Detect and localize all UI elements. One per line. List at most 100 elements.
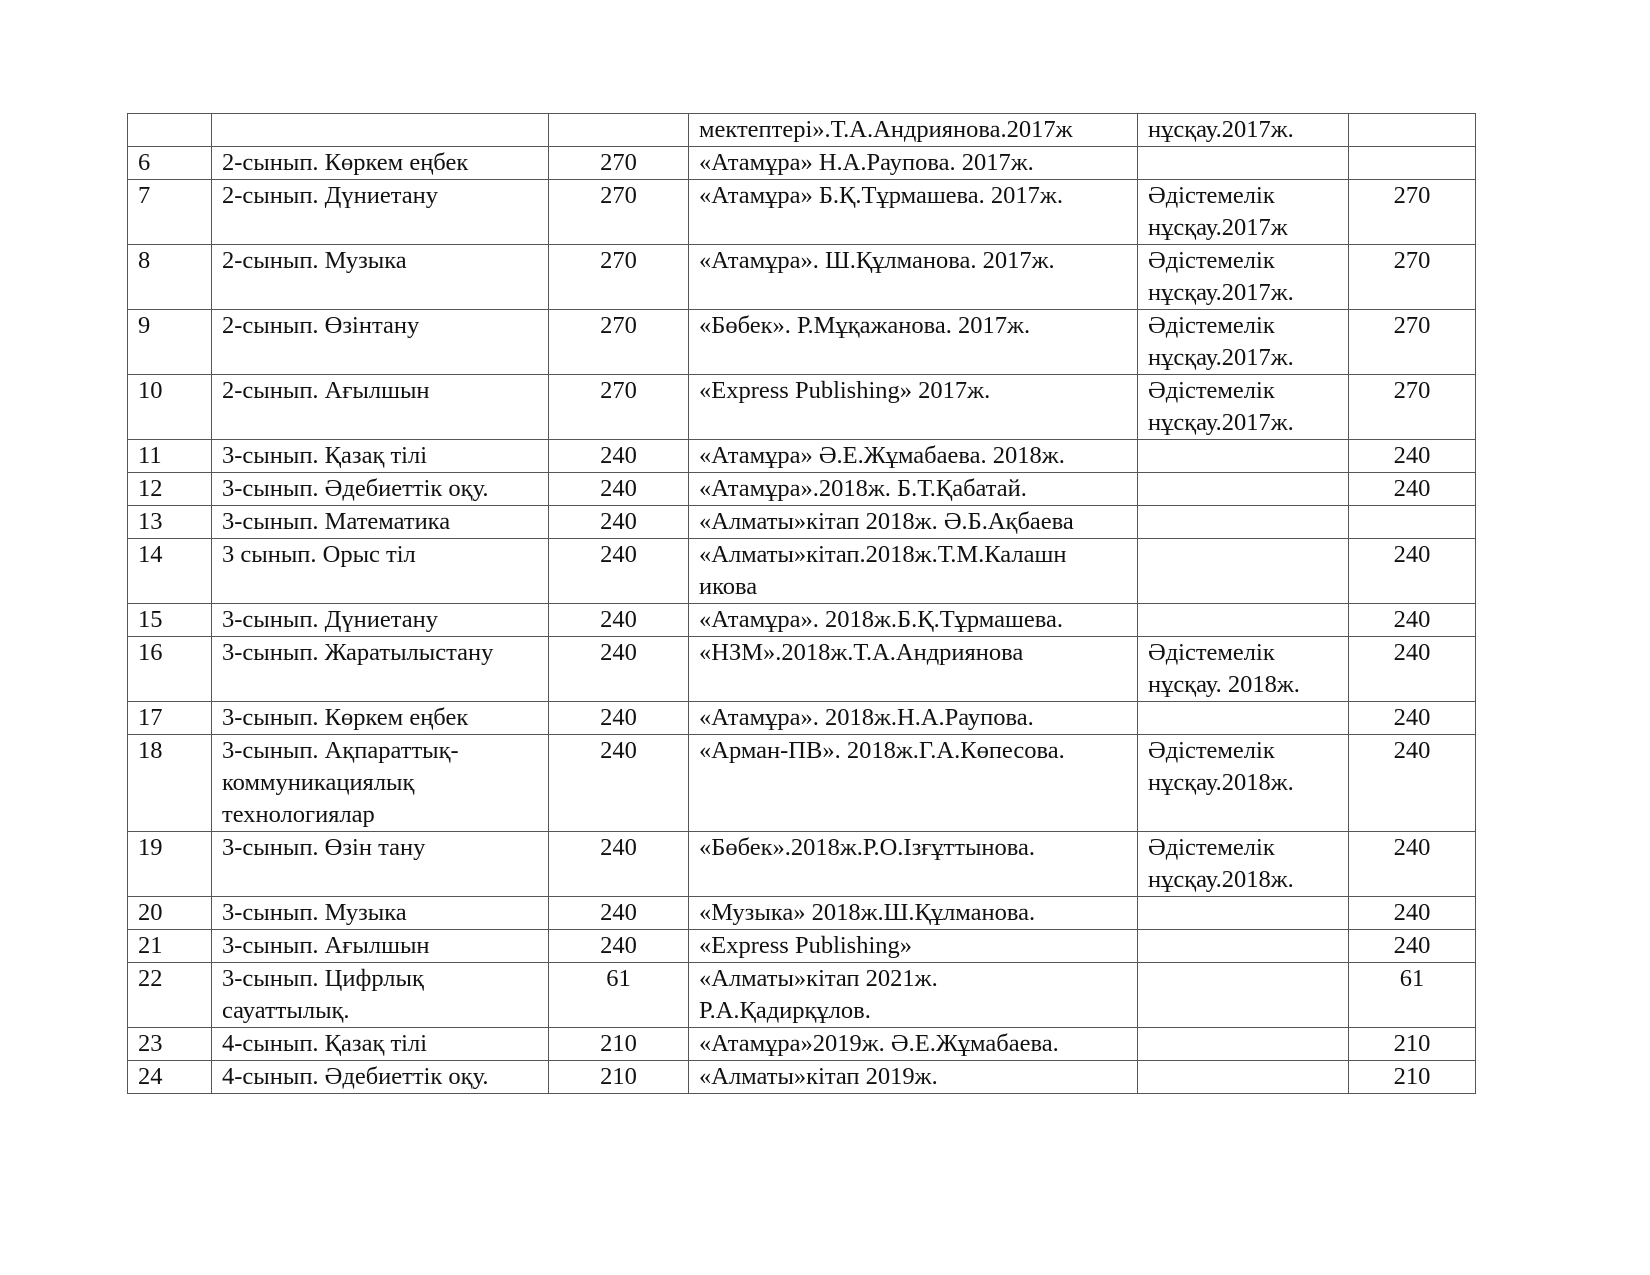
textbook-cell: «Алматы»кітап 2018ж. Ә.Б.Ақбаева <box>688 505 1138 539</box>
method-guide-cell: Әдістемелік нұсқау.2017ж <box>1137 179 1349 245</box>
quantity-cell: 210 <box>548 1060 689 1094</box>
method-guide-cell <box>1137 439 1349 473</box>
quantity-cell: 240 <box>548 538 689 604</box>
guide-quantity-cell: 270 <box>1348 179 1476 245</box>
method-guide-cell: нұсқау.2017ж. <box>1137 113 1349 147</box>
row-number: 13 <box>127 505 212 539</box>
table-row: 7 2-сынып. Дүниетану 270 «Атамұра» Б.Қ.Тұрм… <box>127 179 1476 245</box>
textbook-cell: «Атамұра».2018ж. Б.Т.Қабатай. <box>688 472 1138 506</box>
textbook-cell: «Атамұра» Ә.Е.Жұмабаева. 2018ж. <box>688 439 1138 473</box>
row-number: 19 <box>127 831 212 897</box>
quantity-cell: 61 <box>548 962 689 1028</box>
quantity-cell: 240 <box>548 734 689 832</box>
subject-cell: 4-сынып. Қазақ тілі <box>211 1027 549 1061</box>
row-number: 6 <box>127 146 212 180</box>
quantity-cell: 240 <box>548 929 689 963</box>
textbook-cell: «Музыка» 2018ж.Ш.Құлманова. <box>688 896 1138 930</box>
method-guide-cell <box>1137 603 1349 637</box>
row-number: 18 <box>127 734 212 832</box>
quantity-cell: 240 <box>548 505 689 539</box>
subject-cell: 3-сынып. Жаратылыстану <box>211 636 549 702</box>
guide-quantity-cell: 240 <box>1348 439 1476 473</box>
textbook-cell: «Алматы»кітап 2021ж. Р.А.Қадирқұлов. <box>688 962 1138 1028</box>
method-guide-cell <box>1137 962 1349 1028</box>
subject-cell: 3-сынып. Әдебиеттік оқу. <box>211 472 549 506</box>
textbook-cell: «Алматы»кітап 2019ж. <box>688 1060 1138 1094</box>
row-number: 9 <box>127 309 212 375</box>
guide-quantity-cell: 61 <box>1348 962 1476 1028</box>
quantity-cell <box>548 113 689 147</box>
guide-quantity-cell: 240 <box>1348 538 1476 604</box>
quantity-cell: 270 <box>548 244 689 310</box>
quantity-cell: 270 <box>548 309 689 375</box>
row-number: 15 <box>127 603 212 637</box>
quantity-cell: 240 <box>548 472 689 506</box>
table-row: 21 3-сынып. Ағылшын 240 «Express Publishing… <box>127 929 1476 963</box>
subject-cell: 3-сынып. Көркем еңбек <box>211 701 549 735</box>
table-row: 10 2-сынып. Ағылшын 270 «Express Publishing… <box>127 374 1476 440</box>
quantity-cell: 270 <box>548 146 689 180</box>
table-row: 18 3-сынып. Ақпараттық- коммуникациялық т… <box>127 734 1476 832</box>
table-row: 23 4-сынып. Қазақ тілі 210 «Атамұра»2019ж. … <box>127 1027 1476 1061</box>
row-number: 12 <box>127 472 212 506</box>
method-guide-cell <box>1137 1027 1349 1061</box>
quantity-cell: 270 <box>548 374 689 440</box>
table-row: 13 3-сынып. Математика 240 «Алматы»кітап 20… <box>127 505 1476 539</box>
guide-quantity-cell <box>1348 146 1476 180</box>
table-row: 9 2-сынып. Өзінтану 270 «Бөбек». Р.Мұқажано… <box>127 309 1476 375</box>
textbook-cell: «Express Publishing» 2017ж. <box>688 374 1138 440</box>
guide-quantity-cell: 240 <box>1348 896 1476 930</box>
quantity-cell: 240 <box>548 636 689 702</box>
subject-cell: 3-сынып. Ағылшын <box>211 929 549 963</box>
guide-quantity-cell <box>1348 113 1476 147</box>
row-number: 10 <box>127 374 212 440</box>
subject-cell: 2-сынып. Дүниетану <box>211 179 549 245</box>
guide-quantity-cell <box>1348 505 1476 539</box>
method-guide-cell <box>1137 146 1349 180</box>
row-number: 23 <box>127 1027 212 1061</box>
subject-cell: 3-сынып. Ақпараттық- коммуникациялық тех… <box>211 734 549 832</box>
quantity-cell: 240 <box>548 896 689 930</box>
subject-cell: 2-сынып. Ағылшын <box>211 374 549 440</box>
method-guide-cell <box>1137 1060 1349 1094</box>
row-number: 7 <box>127 179 212 245</box>
subject-cell: 3-сынып. Өзін тану <box>211 831 549 897</box>
row-number <box>127 113 212 147</box>
method-guide-cell: Әдістемелік нұсқау. 2018ж. <box>1137 636 1349 702</box>
method-guide-cell <box>1137 472 1349 506</box>
textbook-cell: «Бөбек».2018ж.Р.О.Ізғұттынова. <box>688 831 1138 897</box>
guide-quantity-cell: 240 <box>1348 472 1476 506</box>
textbook-cell: «Атамұра» Б.Қ.Тұрмашева. 2017ж. <box>688 179 1138 245</box>
guide-quantity-cell: 240 <box>1348 603 1476 637</box>
guide-quantity-cell: 240 <box>1348 929 1476 963</box>
method-guide-cell <box>1137 538 1349 604</box>
table-row: 22 3-сынып. Цифрлық сауаттылық. 61 «Алматы»… <box>127 962 1476 1028</box>
quantity-cell: 240 <box>548 831 689 897</box>
textbook-cell: «Атамұра» Н.А.Раупова. 2017ж. <box>688 146 1138 180</box>
table-row: 19 3-сынып. Өзін тану 240 «Бөбек».2018ж.Р.О… <box>127 831 1476 897</box>
guide-quantity-cell: 240 <box>1348 734 1476 832</box>
row-number: 20 <box>127 896 212 930</box>
textbook-cell: мектептері».Т.А.Андриянова.2017ж <box>688 113 1138 147</box>
row-number: 22 <box>127 962 212 1028</box>
subject-cell: 3-сынып. Музыка <box>211 896 549 930</box>
textbook-cell: «Атамұра». 2018ж.Б.Қ.Тұрмашева. <box>688 603 1138 637</box>
row-number: 24 <box>127 1060 212 1094</box>
subject-cell: 2-сынып. Көркем еңбек <box>211 146 549 180</box>
subject-cell: 3-сынып. Қазақ тілі <box>211 439 549 473</box>
textbook-cell: «Бөбек». Р.Мұқажанова. 2017ж. <box>688 309 1138 375</box>
method-guide-cell <box>1137 505 1349 539</box>
quantity-cell: 210 <box>548 1027 689 1061</box>
quantity-cell: 240 <box>548 603 689 637</box>
table-row: 24 4-сынып. Әдебиеттік оқу. 210 «Алматы»кіт… <box>127 1060 1476 1094</box>
textbook-cell: «Арман-ПВ». 2018ж.Г.А.Көпесова. <box>688 734 1138 832</box>
textbook-cell: «Атамұра». Ш.Құлманова. 2017ж. <box>688 244 1138 310</box>
guide-quantity-cell: 270 <box>1348 309 1476 375</box>
table-row: 8 2-сынып. Музыка 270 «Атамұра». Ш.Құлманов… <box>127 244 1476 310</box>
quantity-cell: 270 <box>548 179 689 245</box>
table-row: 14 3 сынып. Орыс тіл 240 «Алматы»кітап.2018… <box>127 538 1476 604</box>
subject-cell: 4-сынып. Әдебиеттік оқу. <box>211 1060 549 1094</box>
subject-cell <box>211 113 549 147</box>
quantity-cell: 240 <box>548 701 689 735</box>
textbook-cell: «Express Publishing» <box>688 929 1138 963</box>
